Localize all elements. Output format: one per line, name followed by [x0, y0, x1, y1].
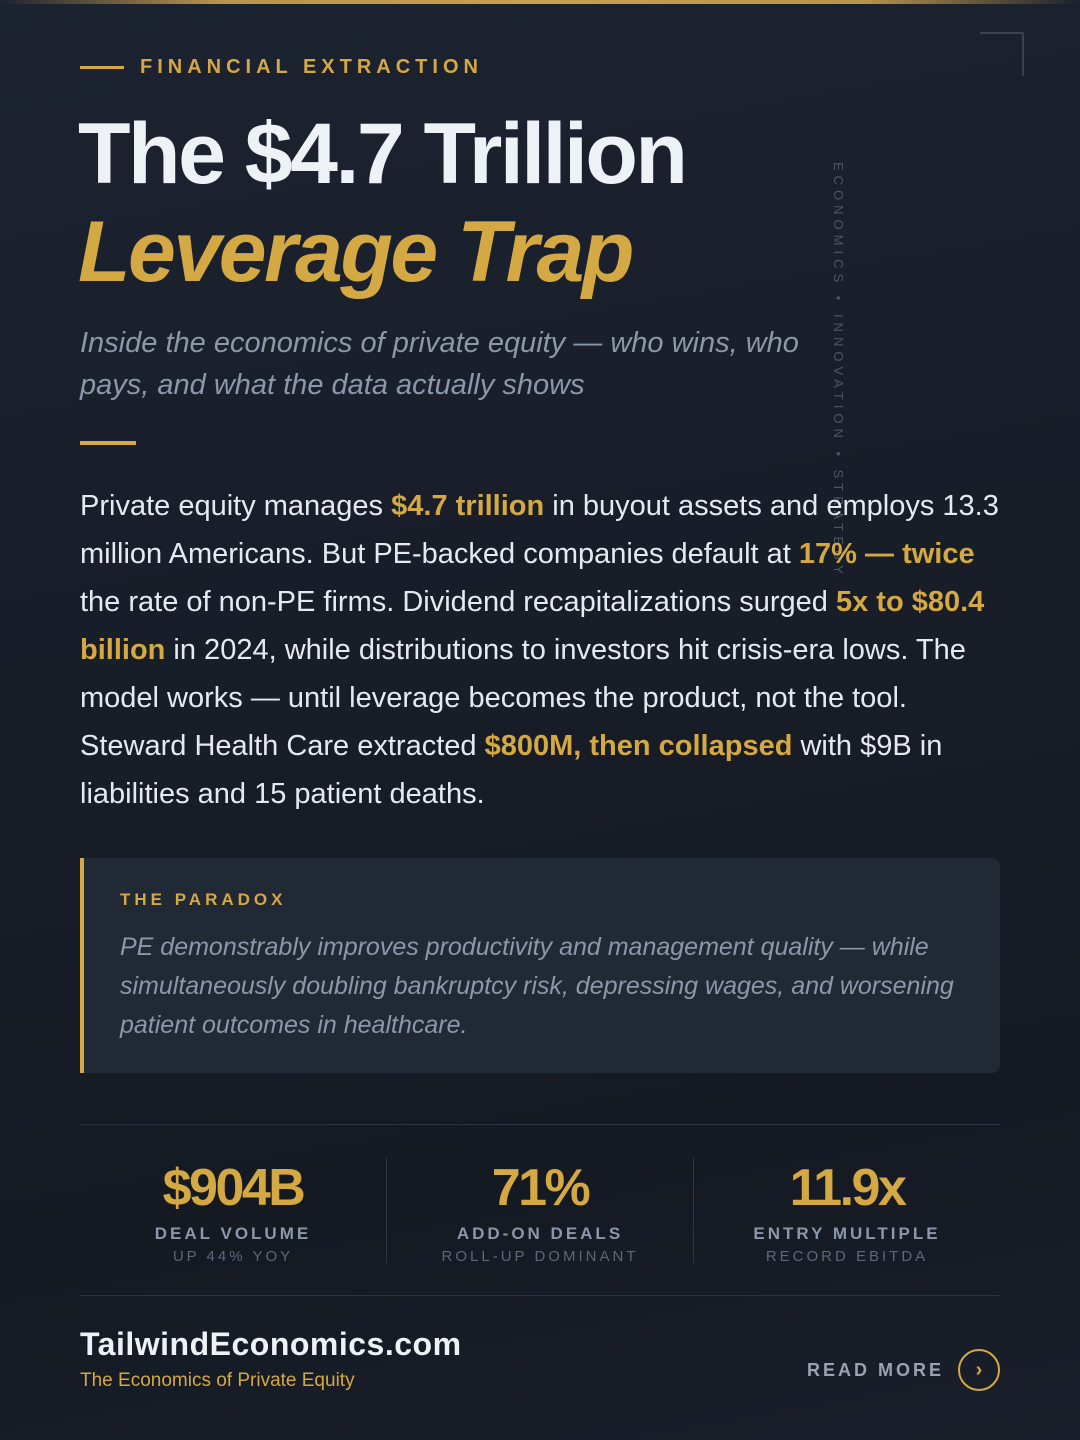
stat-label: ENTRY MULTIPLE [753, 1224, 941, 1243]
stat-value: 71% [491, 1159, 591, 1217]
read-more-label[interactable]: READ MORE [806, 1359, 944, 1380]
stat-sublabel: RECORD EBITDA [765, 1248, 929, 1265]
subtitle: Inside the economics of private equity —… [80, 327, 799, 401]
brand-tagline: The Economics of Private Equity [80, 1370, 355, 1391]
stat-label: ADD-ON DEALS [456, 1224, 624, 1243]
side-label: ECONOMICS • INNOVATION • STRATEGY [831, 162, 846, 579]
stat-sublabel: UP 44% YOY [172, 1248, 294, 1265]
stat-label: DEAL VOLUME [154, 1224, 312, 1243]
eyebrow-rule [80, 65, 124, 69]
headline-line-1: The $4.7 Trillion [78, 106, 688, 202]
paradox-callout: THE PARADOX PE demonstrably improves pro… [80, 858, 1000, 1073]
body-paragraph: Private equity manages $4.7 trillion in … [80, 482, 1005, 818]
corner-bracket-decoration [980, 32, 1024, 76]
body-text-segment: with $9B in liabilities and 15 patient d… [80, 730, 943, 810]
highlight-dividend-recaps: 5x to $80.4 billion [80, 586, 985, 666]
highlight-assets: $4.7 trillion [391, 490, 545, 522]
stat-add-on-deals: 71% ADD-ON DEALS ROLL-UP DOMINANT [387, 1158, 694, 1265]
stat-sublabel: ROLL-UP DOMINANT [441, 1248, 639, 1265]
body-text-segment: the rate of non-PE firms. Dividend recap… [80, 586, 836, 618]
stat-value: 11.9x [789, 1159, 907, 1217]
chevron-right-icon[interactable]: › [958, 1349, 1000, 1391]
eyebrow: FINANCIAL EXTRACTION [80, 56, 483, 78]
headline-line-2: Leverage Trap [78, 204, 634, 300]
body-text-segment: Private equity manages [80, 490, 392, 522]
footer-divider [80, 1295, 1000, 1296]
stats-top-divider [80, 1124, 1000, 1125]
stat-deal-volume: $904B DEAL VOLUME UP 44% YOY [80, 1158, 387, 1265]
body-text-segment: in buyout assets and employs 13.3 millio… [80, 490, 999, 570]
read-more-button[interactable]: READ MORE › [807, 1349, 1000, 1391]
highlight-steward: $800M, then collapsed [484, 730, 793, 762]
brand-name[interactable]: TailwindEconomics.com [80, 1326, 462, 1362]
highlight-default-rate: 17% — twice [798, 538, 975, 570]
paradox-label: THE PARADOX [120, 890, 287, 909]
body-text-segment: in 2024, while distributions to investor… [80, 634, 966, 762]
paradox-text: PE demonstrably improves productivity an… [120, 933, 954, 1039]
stat-value: $904B [162, 1159, 306, 1217]
top-accent-rule [0, 0, 1080, 4]
stat-entry-multiple: 11.9x ENTRY MULTIPLE RECORD EBITDA [694, 1158, 1000, 1265]
stats-row: $904B DEAL VOLUME UP 44% YOY 71% ADD-ON … [80, 1158, 1000, 1265]
eyebrow-text: FINANCIAL EXTRACTION [140, 55, 483, 78]
section-divider [80, 441, 136, 445]
